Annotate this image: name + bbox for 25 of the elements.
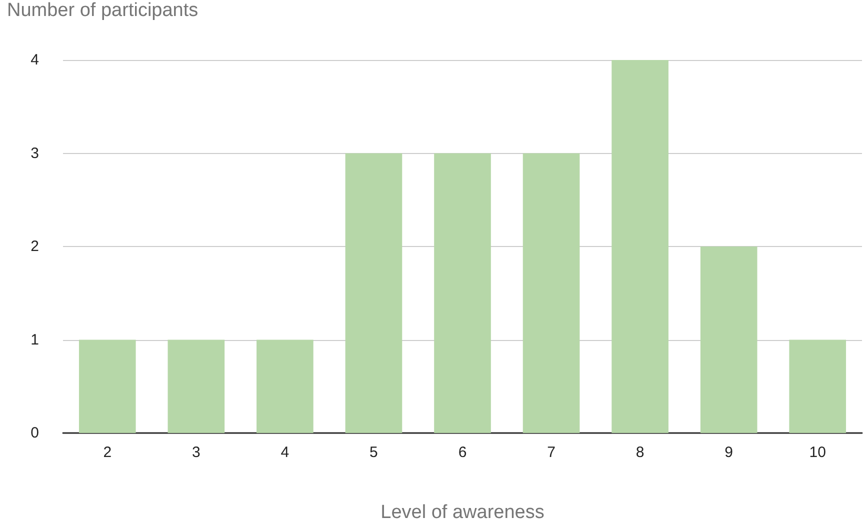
bar [345,153,402,433]
bar [78,340,136,433]
bar [789,340,846,433]
bar [700,246,758,433]
x-tick-label: 2 [103,444,112,461]
bar [168,340,225,433]
x-tick-label: 10 [809,444,826,461]
y-tick-label: 1 [30,331,39,348]
y-tick-label: 3 [30,144,39,162]
bar [256,340,314,433]
x-tick-label: 3 [192,444,200,461]
x-axis-title: Level of awareness [380,502,544,523]
x-tick-label: 7 [547,444,556,461]
x-tick-label: 9 [724,444,734,461]
y-tick-label: 0 [30,424,39,442]
x-tick-label: 8 [636,444,644,461]
y-axis-title: Number of participants [7,0,198,21]
bar [522,153,580,433]
y-tick-label: 2 [30,238,39,255]
y-tick-label: 4 [30,52,39,68]
x-tick-label: 5 [370,444,378,461]
bar [612,60,668,433]
x-tick-label: 6 [458,444,467,461]
bar [434,153,491,433]
x-tick-label: 4 [280,444,290,461]
